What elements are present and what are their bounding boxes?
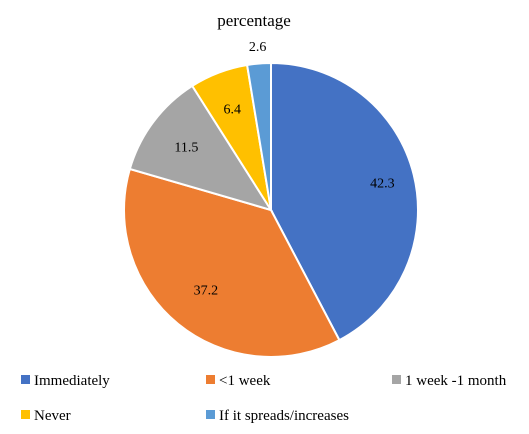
legend-swatch-1-week (206, 375, 215, 384)
legend-label-if-it-spreads-increases: If it spreads/increases (219, 408, 349, 424)
pie-slice-1-week-1-month (128, 84, 274, 212)
legend-label-1-week-1-month: 1 week -1 month (405, 373, 507, 389)
data-label-immediately: 42.3 (370, 177, 395, 192)
data-label-never: 6.4 (223, 102, 241, 117)
legend-swatch-immediately (21, 375, 30, 384)
legend-label-immediately: Immediately (34, 373, 110, 389)
legend-item-immediately: Immediately (21, 373, 110, 389)
legend-item-never: Never (21, 408, 71, 424)
legend-label-never: Never (34, 408, 71, 424)
legend: Immediately <1 week 1 week -1 month Never If… (21, 373, 507, 424)
legend-swatch-1-week-1-month (392, 375, 401, 384)
legend-swatch-if-it-spreads-increases (206, 410, 215, 419)
legend-item-if-it-spreads-increases: If it spreads/increases (206, 408, 349, 424)
legend-swatch-never (21, 410, 30, 419)
data-label-1-week: 37.2 (194, 284, 219, 299)
data-label-if-it-spreads-increases: 2.6 (249, 40, 267, 55)
pie-slices (123, 61, 419, 358)
legend-label-1-week: <1 week (219, 373, 271, 389)
data-labels: 42.3 37.2 11.5 6.4 2.6 (174, 40, 394, 299)
legend-item-1-week-1-month: 1 week -1 month (392, 373, 507, 389)
pie-slice-immediately (270, 61, 419, 342)
chart-title: percentage (217, 11, 291, 30)
data-label-1-week-1-month: 11.5 (174, 140, 198, 155)
pie-slice-1-week (123, 167, 341, 358)
pie-slice-if-it-spreads-increases (245, 61, 272, 211)
legend-item-1-week: <1 week (206, 373, 271, 389)
